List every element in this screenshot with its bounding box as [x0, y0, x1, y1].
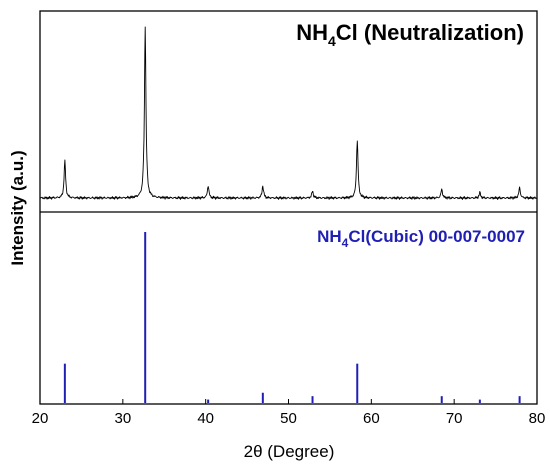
x-tick-label: 60 [363, 410, 380, 427]
sample-title-sub: 4 [328, 33, 336, 49]
y-axis-title: Intensity (a.u.) [8, 150, 27, 265]
plot-frame [39, 10, 538, 405]
x-axis: 20 30 40 50 60 70 80 [32, 399, 546, 427]
reference-title-sub: 4 [342, 236, 349, 250]
x-axis-title: 2θ (Degree) [244, 442, 335, 461]
sample-title-pre: NH [296, 20, 328, 45]
pattern-group [39, 26, 538, 200]
reference-sticks [63, 232, 521, 403]
sample-title-post: Cl (Neutralization) [336, 20, 524, 45]
reference-title-post: Cl(Cubic) 00-007-0007 [348, 227, 525, 246]
x-tick-label: 20 [32, 410, 49, 427]
xrd-pattern-line [39, 26, 538, 200]
x-tick-label: 50 [280, 410, 297, 427]
x-tick-label: 80 [529, 410, 546, 427]
reference-title: NH4Cl(Cubic) 00-007-0007 [317, 227, 525, 250]
x-tick-label: 70 [446, 410, 463, 427]
x-tick-label: 40 [197, 410, 214, 427]
reference-title-pre: NH [317, 227, 342, 246]
sample-title: NH4Cl (Neutralization) [296, 20, 524, 49]
x-tick-label: 30 [114, 410, 131, 427]
